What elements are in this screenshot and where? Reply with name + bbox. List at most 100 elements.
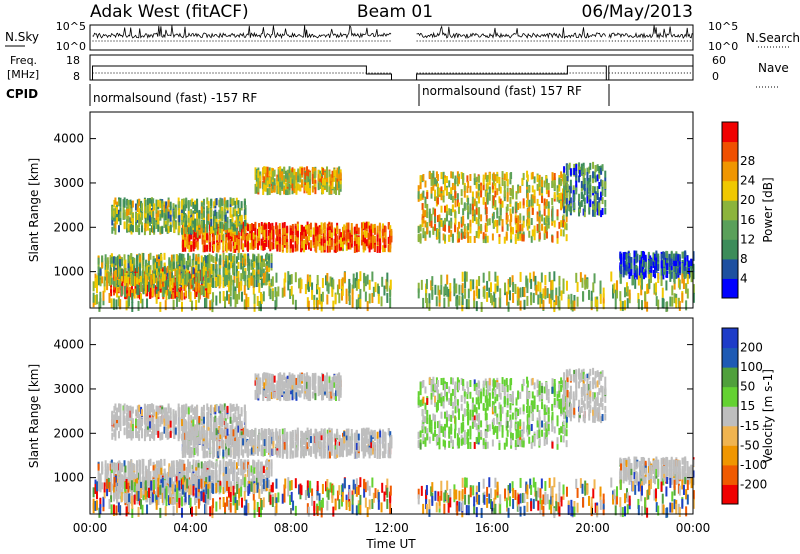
power-cell [592, 203, 595, 211]
power-cell [318, 287, 321, 298]
power-cell [232, 223, 235, 231]
power-cell [119, 206, 122, 214]
power-cell [635, 264, 638, 272]
power-cell [519, 213, 522, 221]
power-cell [240, 228, 243, 236]
power-cell [626, 298, 629, 309]
power-cell [133, 288, 136, 299]
power-cell [242, 232, 245, 240]
power-cell [204, 255, 207, 263]
power-cell [666, 270, 669, 278]
power-cell [384, 232, 387, 240]
power-cell [531, 185, 534, 193]
power-cell [461, 283, 464, 294]
power-cell [228, 262, 231, 270]
power-cell [157, 265, 160, 273]
power-cell [182, 204, 185, 212]
power-cell [498, 236, 501, 244]
power-cell [560, 229, 563, 237]
power-cell [222, 224, 225, 232]
power-cell [246, 238, 249, 246]
power-cell [657, 299, 660, 310]
power-cell [290, 285, 293, 296]
power-cell [355, 299, 358, 310]
power-cell [307, 223, 310, 231]
power-cell [592, 176, 595, 184]
power-cell [643, 272, 646, 280]
power-cell [494, 271, 497, 282]
power-cell [492, 221, 495, 229]
power-cell [106, 280, 109, 291]
power-cell [277, 286, 280, 297]
power-cell [316, 233, 319, 241]
power-cell [229, 280, 232, 291]
power-cell [357, 297, 360, 308]
power-cell [140, 293, 143, 304]
power-cell [200, 220, 203, 228]
power-cell [364, 276, 367, 287]
power-cell [333, 238, 336, 246]
power-cell [673, 279, 676, 290]
power-cell [150, 225, 153, 233]
power-cell [493, 298, 496, 309]
power-cell [478, 196, 481, 204]
power-cell [461, 271, 464, 282]
power-cell [566, 203, 569, 211]
noise-tick-left-top: 10^5 [56, 20, 86, 33]
power-cell [383, 245, 386, 253]
power-cell [442, 177, 445, 185]
power-cell [334, 228, 337, 236]
power-cell [181, 218, 184, 226]
power-cell [596, 174, 599, 182]
power-cell [336, 241, 339, 249]
power-cell [163, 220, 166, 228]
power-cell [339, 177, 342, 185]
power-cell [515, 217, 518, 225]
power-cell [561, 188, 564, 196]
power-cell [169, 287, 172, 298]
power-cell [110, 260, 113, 268]
power-cell [424, 231, 427, 239]
power-cell [499, 288, 502, 299]
power-cell [528, 185, 531, 193]
power-cell [568, 204, 571, 212]
power-cell [279, 170, 282, 178]
power-cell [318, 243, 321, 251]
power-cell [290, 274, 293, 285]
power-cell [213, 201, 216, 209]
power-cell [588, 203, 591, 211]
power-cell [592, 209, 595, 217]
power-cell [326, 245, 329, 253]
power-cell [538, 174, 541, 182]
power-cell [160, 269, 163, 277]
power-cell [473, 214, 476, 222]
power-cell [279, 174, 282, 182]
power-cell [336, 167, 339, 175]
power-cell [161, 209, 164, 217]
power-cell [188, 288, 191, 299]
power-cell [254, 167, 257, 175]
power-cell [486, 174, 489, 182]
power-cell [371, 292, 374, 303]
power-cell [134, 268, 137, 276]
power-cell [625, 264, 628, 272]
power-cell [204, 264, 207, 272]
power-cell [262, 229, 265, 237]
power-cell [257, 173, 260, 181]
power-cell [256, 228, 259, 236]
cpid-label: CPID [6, 87, 38, 101]
power-cell [210, 227, 213, 235]
power-cell [213, 217, 216, 225]
power-cell [639, 264, 642, 272]
power-cell [178, 225, 181, 233]
power-cell [460, 197, 463, 205]
power-cell [183, 257, 186, 265]
power-cell [538, 224, 541, 232]
power-cell [237, 253, 240, 261]
power-cell [316, 300, 319, 311]
power-cell [268, 286, 271, 297]
power-cell [156, 283, 159, 291]
power-cell [547, 182, 550, 190]
power-cell [596, 192, 599, 200]
power-cell [456, 171, 459, 179]
